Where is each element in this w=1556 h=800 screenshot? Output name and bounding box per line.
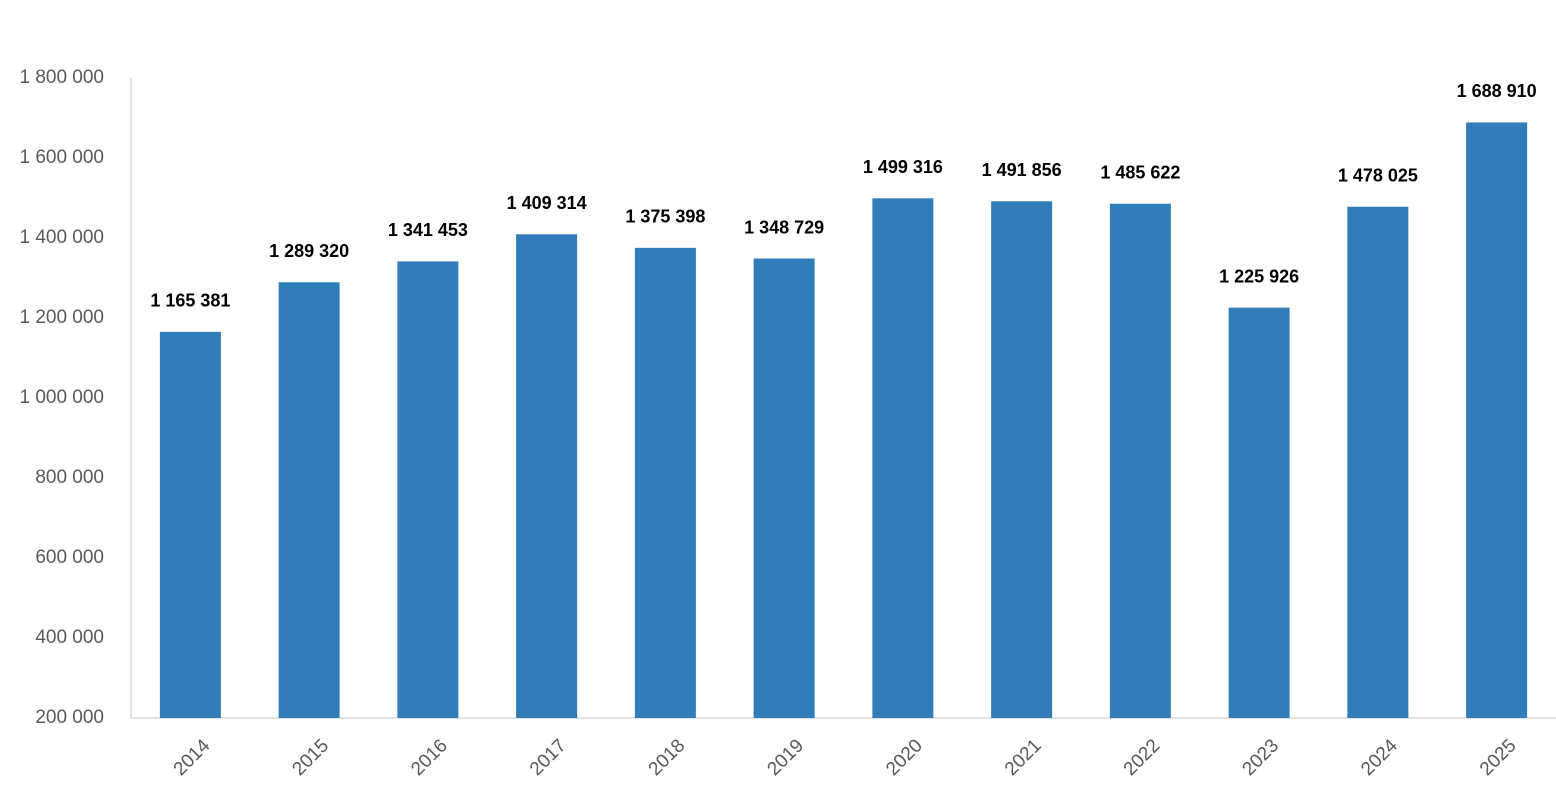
y-tick-label: 800 000 xyxy=(35,467,104,488)
x-tick-label: 2022 xyxy=(1120,735,1165,780)
value-label: 1 491 856 xyxy=(982,160,1062,180)
x-tick-label: 2018 xyxy=(645,735,690,780)
bar xyxy=(872,198,934,718)
bar xyxy=(278,282,340,718)
y-tick-label: 1 600 000 xyxy=(19,147,104,168)
y-tick-label: 600 000 xyxy=(35,547,104,568)
x-tick-label: 2014 xyxy=(170,735,215,780)
value-label: 1 341 453 xyxy=(388,220,468,240)
y-tick-label: 1 200 000 xyxy=(19,307,104,328)
bar xyxy=(1347,206,1409,719)
bar xyxy=(1109,203,1171,718)
x-tick-label: 2015 xyxy=(288,735,333,780)
y-tick-label: 400 000 xyxy=(35,627,104,648)
y-tick-label: 1 000 000 xyxy=(19,387,104,408)
bar xyxy=(516,234,578,718)
x-tick-label: 2023 xyxy=(1238,735,1283,780)
y-tick-label: 1 400 000 xyxy=(19,227,104,248)
bar xyxy=(753,258,815,718)
value-label: 1 165 381 xyxy=(150,291,230,311)
value-label: 1 499 316 xyxy=(863,157,943,177)
bar xyxy=(397,261,459,718)
value-label: 1 485 622 xyxy=(1100,163,1180,183)
value-label: 1 348 729 xyxy=(744,217,824,237)
value-label: 1 375 398 xyxy=(625,207,705,227)
x-tick-label: 2021 xyxy=(1001,735,1046,780)
x-tick-label: 2019 xyxy=(763,735,808,780)
value-label: 1 409 314 xyxy=(507,193,587,213)
bar xyxy=(991,201,1053,719)
bar xyxy=(159,331,221,718)
value-label: 1 225 926 xyxy=(1219,266,1299,286)
x-tick-label: 2020 xyxy=(882,735,927,780)
x-tick-label: 2025 xyxy=(1476,735,1521,780)
y-tick-label: 1 800 000 xyxy=(19,67,104,88)
value-label: 1 289 320 xyxy=(269,241,349,261)
x-tick-label: 2024 xyxy=(1357,735,1402,780)
y-tick-label: 200 000 xyxy=(35,707,104,728)
value-label: 1 478 025 xyxy=(1338,166,1418,186)
bar xyxy=(634,247,696,718)
value-label: 1 688 910 xyxy=(1457,81,1537,101)
bar xyxy=(1466,122,1528,719)
bar xyxy=(1228,307,1290,718)
x-tick-label: 2017 xyxy=(526,735,571,780)
x-tick-label: 2016 xyxy=(407,735,452,780)
